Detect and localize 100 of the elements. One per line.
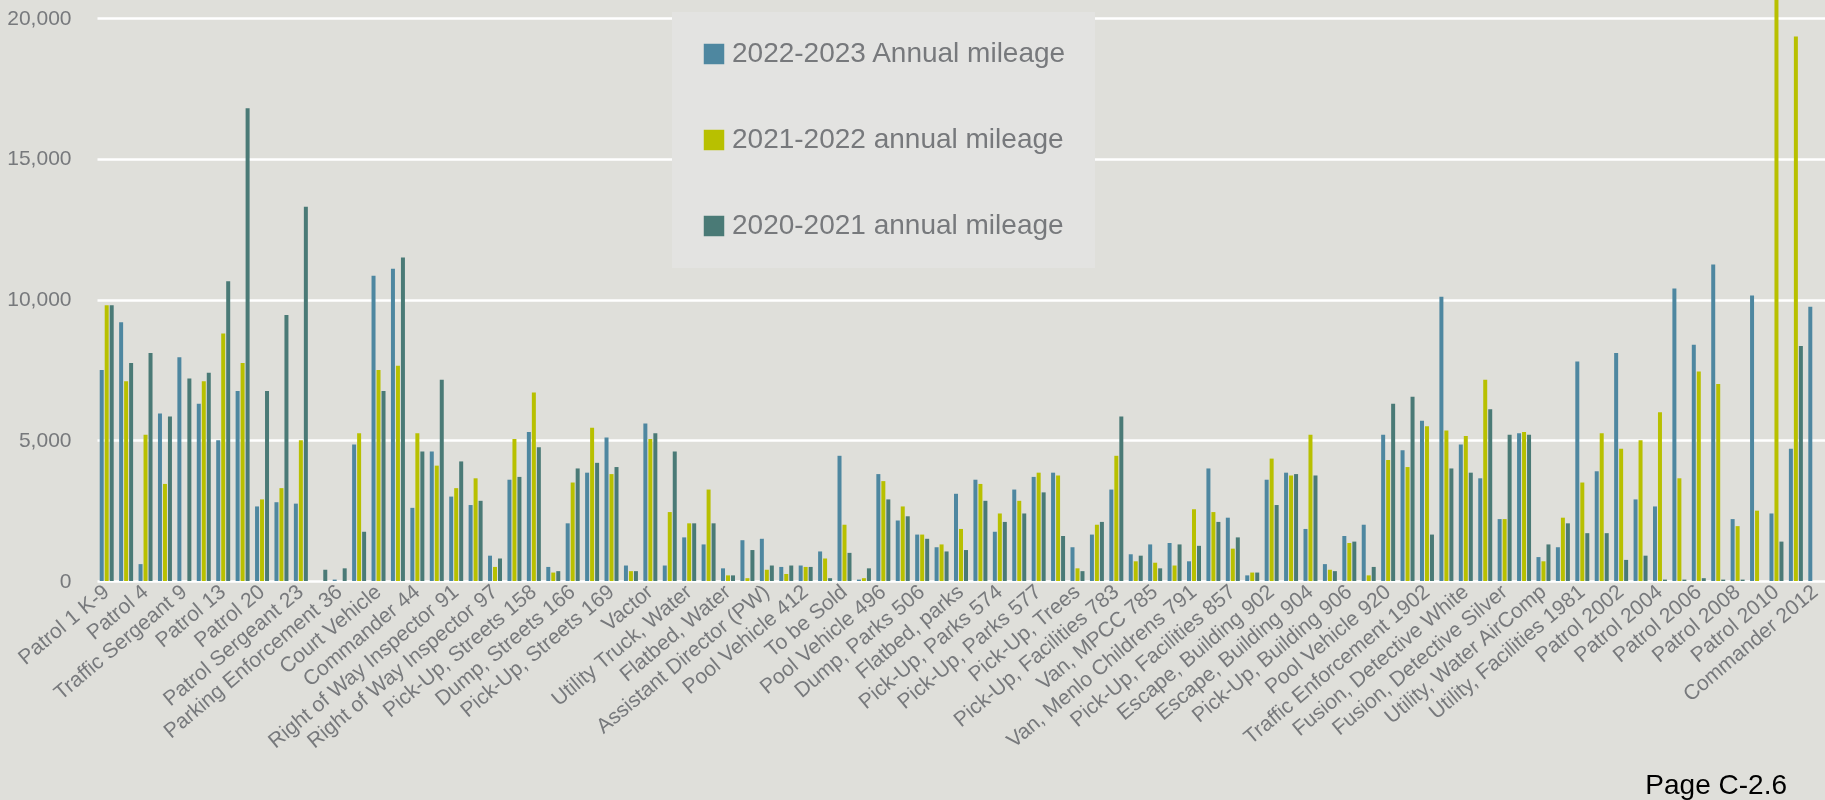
bar [1696,371,1701,581]
bar [216,440,221,581]
bar [837,455,842,581]
bar [964,550,968,581]
bar [672,451,677,581]
y-tick-label: 0 [59,568,72,592]
bar [784,573,789,581]
bar [303,206,308,581]
bar [1735,526,1740,581]
legend-label: 2021-2022 annual mileage [732,123,1064,154]
bar [565,523,570,581]
bar [1303,528,1308,581]
bar [925,538,930,581]
bar [124,381,129,581]
bar [701,544,706,581]
bar [279,488,284,581]
bar [293,503,298,581]
bar [381,391,386,581]
bar [1235,537,1240,581]
bar [420,451,425,581]
bar [1755,510,1760,581]
bar [119,322,124,581]
bar [1187,561,1191,581]
bar [1274,505,1279,581]
bar [944,551,949,581]
bar [400,257,405,581]
bar [517,476,522,581]
bar [740,540,745,581]
bar [265,391,270,581]
bar [662,565,667,581]
bar [1332,571,1337,581]
bar [590,427,595,581]
legend-label: 2022-2023 Annual mileage [732,37,1066,68]
bar [201,381,206,581]
bar [861,578,866,581]
bar [1619,448,1624,581]
bar [803,566,808,581]
bar [498,558,503,581]
bar [1517,433,1522,581]
bar [376,369,381,581]
bar [556,571,561,581]
bar [1051,472,1056,581]
bar [1798,346,1803,581]
bar [1463,436,1468,581]
bar [1405,467,1410,581]
bar [1109,489,1114,581]
bar [143,434,148,581]
bar [570,482,575,581]
bar [692,523,697,581]
bar [1439,296,1444,581]
bar [1560,517,1565,581]
bar [1546,544,1551,581]
bar [1419,420,1424,581]
bar [1691,344,1696,581]
bar [352,444,357,581]
bar [1672,288,1677,581]
bar [1400,450,1405,581]
bar [1391,403,1396,581]
bar [1507,434,1512,581]
bar [1449,468,1454,581]
bar [978,483,983,581]
bar [1555,547,1560,581]
bar [415,433,420,581]
bar [1483,379,1488,581]
bar [983,500,988,581]
bar [726,575,731,581]
bar [546,566,551,581]
bar [371,275,376,581]
bar [1711,264,1716,581]
y-tick-label: 5,000 [18,427,72,451]
bar [895,520,900,581]
bar [536,447,541,581]
bar [633,571,638,581]
bar [1167,543,1172,581]
bar [454,488,459,581]
bar [1206,468,1211,581]
bar [1386,460,1391,581]
bar [109,305,114,581]
bar [488,555,493,581]
bar [1061,535,1066,581]
bar [1657,412,1662,581]
bar [1410,396,1415,581]
bar [1643,555,1648,581]
bar [1730,519,1735,581]
bar [997,513,1002,581]
bar [779,566,784,581]
bar [1361,524,1366,581]
bar [478,500,483,581]
bar [551,572,556,581]
bar [1468,472,1473,581]
bar [1284,472,1289,581]
bar [104,305,109,581]
bar [1289,475,1294,581]
bar [808,566,813,581]
bar [1774,0,1779,581]
bar [323,569,328,581]
bar [531,392,536,581]
bar [682,537,687,581]
bar [1119,416,1124,581]
bar [721,568,726,581]
